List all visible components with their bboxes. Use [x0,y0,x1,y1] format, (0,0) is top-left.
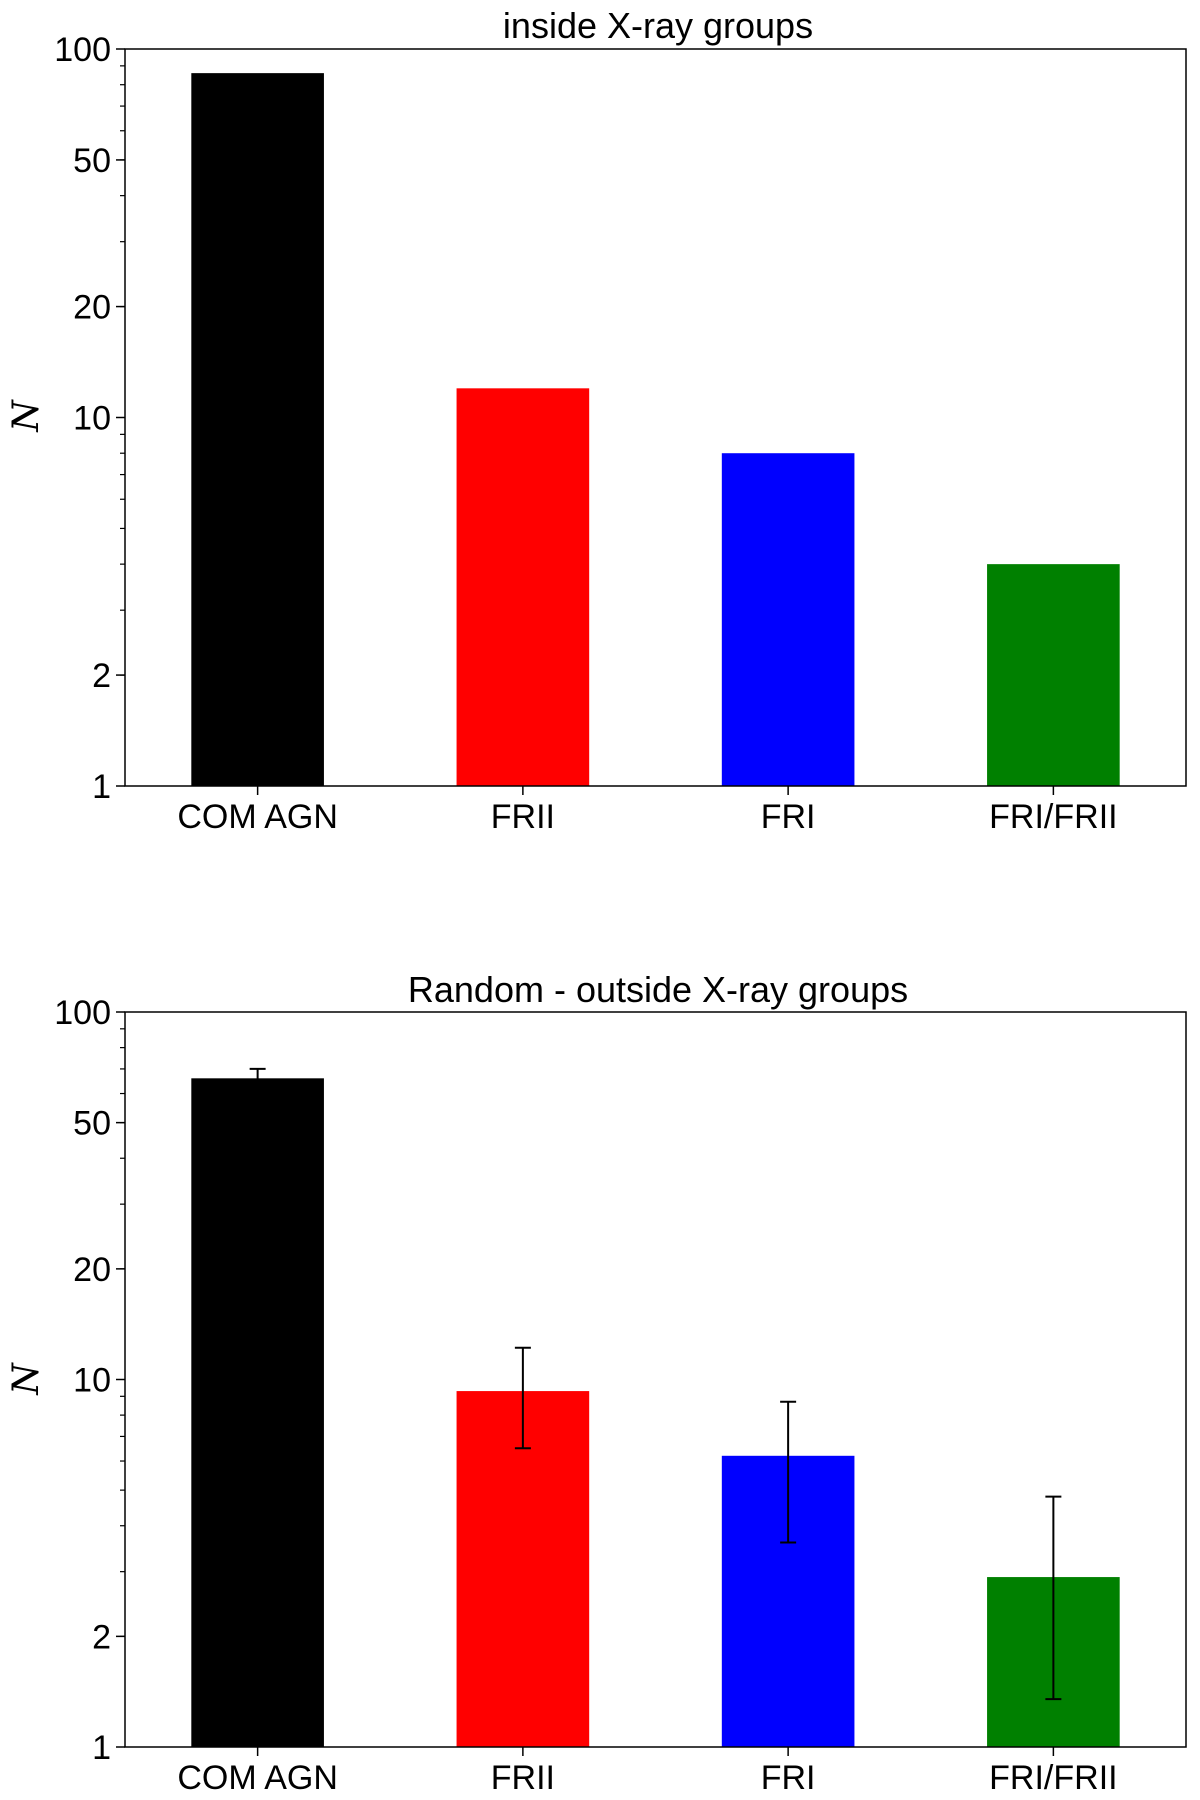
bar-1 [456,1391,590,1747]
y-tick-label: 10 [73,400,111,438]
x-tick-label: FRI/FRII [989,1759,1117,1797]
chart-title: inside X-ray groups [503,5,813,46]
bar-0 [191,1078,324,1747]
y-tick-label: 20 [73,1251,111,1289]
y-tick-label: 10 [73,1362,111,1400]
x-tick-label: COM AGN [177,1759,338,1797]
bar-3 [987,564,1120,786]
y-tick-label: 2 [92,1618,111,1656]
x-tick-label: FRI/FRII [989,798,1117,836]
bar-1 [456,388,590,786]
x-tick-label: FRI [761,798,816,836]
y-tick-label: 50 [73,1105,111,1143]
y-tick-label: 20 [73,289,111,327]
y-tick-label: 1 [92,1729,111,1767]
x-tick-label: FRII [491,1759,555,1797]
x-tick-label: FRI [761,1759,816,1797]
y-tick-label: 100 [54,994,111,1032]
bar-2 [721,453,855,786]
y-tick-label: 50 [73,142,111,180]
x-tick-label: COM AGN [177,798,338,836]
y-axis-label: N [6,1362,47,1396]
y-axis-label: N [6,399,47,433]
chart-title: Random - outside X-ray groups [408,969,908,1010]
bar-0 [191,73,324,786]
y-tick-label: 2 [92,657,111,695]
y-tick-label: 100 [54,31,111,69]
panel-inside-xray-groups: inside X-ray groups N 1 2 10 20 50 100 COM AGN… [6,5,1187,836]
y-tick-label: 1 [92,768,111,806]
x-tick-label: FRII [491,798,555,836]
panel-random-outside-xray-groups: Random - outside X-ray groups N 1 2 10 20 50… [6,969,1187,1797]
